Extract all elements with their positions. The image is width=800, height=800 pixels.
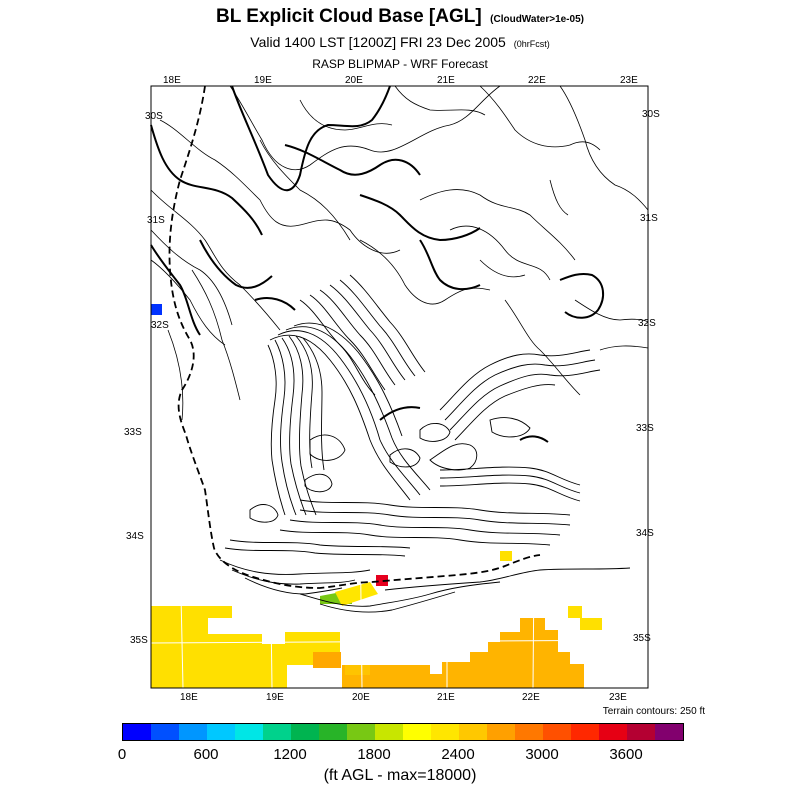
colorbar-tick: 0: [117, 746, 127, 763]
cloud-cell-yellow: [335, 582, 378, 606]
colorbar-tick: 2400: [441, 746, 475, 763]
right-lat-label: 32S: [638, 318, 656, 329]
colorbar-swatch: [263, 724, 291, 740]
bottom-lon-label: 21E: [437, 692, 455, 703]
left-lat-label: 34S: [126, 531, 144, 542]
colorbar-tick: 1800: [357, 746, 391, 763]
colorbar-swatch: [487, 724, 515, 740]
cloud-cell-orange: [313, 652, 341, 668]
valid-time: Valid 1400 LST [1200Z] FRI 23 Dec 2005 (…: [0, 34, 800, 50]
bottom-lon-label: 20E: [352, 692, 370, 703]
model-name: RASP BLIPMAP - WRF Forecast: [312, 57, 488, 71]
mountain-contour-bundles: [219, 274, 631, 613]
terrain-contours: [150, 85, 649, 421]
right-lat-label: 30S: [642, 109, 660, 120]
coastline: [168, 85, 541, 589]
top-lon-label: 23E: [620, 75, 638, 86]
colorbar-swatch: [431, 724, 459, 740]
forecast-hour: (0hrFcst): [513, 39, 550, 49]
bottom-lon-label: 22E: [522, 692, 540, 703]
top-lon-label: 21E: [437, 75, 455, 86]
cloud-cell-gold-small: [580, 618, 602, 630]
colorbar-tick: 600: [193, 746, 219, 763]
colorbar-swatch: [515, 724, 543, 740]
cloud-cell-blue: [151, 304, 162, 315]
cloud-cell-gold-small: [568, 606, 582, 618]
right-lat-label: 34S: [636, 528, 654, 539]
left-lat-label: 30S: [145, 111, 163, 122]
colorbar-swatch: [291, 724, 319, 740]
title-main: BL Explicit Cloud Base [AGL]: [216, 6, 482, 27]
map-frame: [150, 85, 649, 689]
colorbar-swatch: [459, 724, 487, 740]
right-lat-label: 35S: [633, 633, 651, 644]
colorbar-tick: 1200: [273, 746, 307, 763]
colorbar-swatch: [319, 724, 347, 740]
thick-contours: [150, 85, 605, 443]
colorbar-swatch: [347, 724, 375, 740]
top-lon-label: 20E: [345, 75, 363, 86]
bottom-lon-label: 19E: [266, 692, 284, 703]
cloud-cell-light-orange: [345, 665, 370, 675]
left-lat-label: 33S: [124, 427, 142, 438]
colorbar-swatch: [375, 724, 403, 740]
colorbar-swatch: [207, 724, 235, 740]
colorbar-swatch: [543, 724, 571, 740]
title-note: (CloudWater>1e-05): [490, 14, 584, 25]
colorbar-swatch: [151, 724, 179, 740]
left-lat-label: 31S: [147, 215, 165, 226]
colorbar-swatch: [403, 724, 431, 740]
cloud-cells-gold: [151, 606, 340, 688]
colorbar-swatch: [179, 724, 207, 740]
colorbar-swatch: [571, 724, 599, 740]
bottom-lon-label: 23E: [609, 692, 627, 703]
colorbar-tick: 3000: [525, 746, 559, 763]
cloud-cell-red: [376, 575, 388, 586]
colorbar: [122, 723, 684, 741]
valid-time-text: Valid 1400 LST [1200Z] FRI 23 Dec 2005: [250, 34, 506, 50]
colorbar-swatch: [655, 724, 683, 740]
cloud-base-field: [151, 304, 602, 688]
chart-title: BL Explicit Cloud Base [AGL] (CloudWater…: [0, 6, 800, 28]
terrain-contour-note: Terrain contours: 250 ft: [602, 706, 705, 717]
colorbar-swatch: [123, 724, 151, 740]
colorbar-tick: 3600: [609, 746, 643, 763]
left-lat-label: 32S: [151, 320, 169, 331]
bottom-lon-label: 18E: [180, 692, 198, 703]
top-lon-label: 18E: [163, 75, 181, 86]
cloud-cell-gold-small: [500, 551, 512, 561]
colorbar-units: (ft AGL - max=18000): [323, 767, 477, 784]
right-lat-label: 31S: [640, 213, 658, 224]
top-lon-label: 19E: [254, 75, 272, 86]
right-lat-label: 33S: [636, 423, 654, 434]
graticule: [150, 85, 649, 689]
top-lon-label: 22E: [528, 75, 546, 86]
cloud-cells-orange: [342, 618, 584, 688]
left-lat-label: 35S: [130, 635, 148, 646]
colorbar-swatch: [627, 724, 655, 740]
colorbar-swatch: [235, 724, 263, 740]
colorbar-swatch: [599, 724, 627, 740]
